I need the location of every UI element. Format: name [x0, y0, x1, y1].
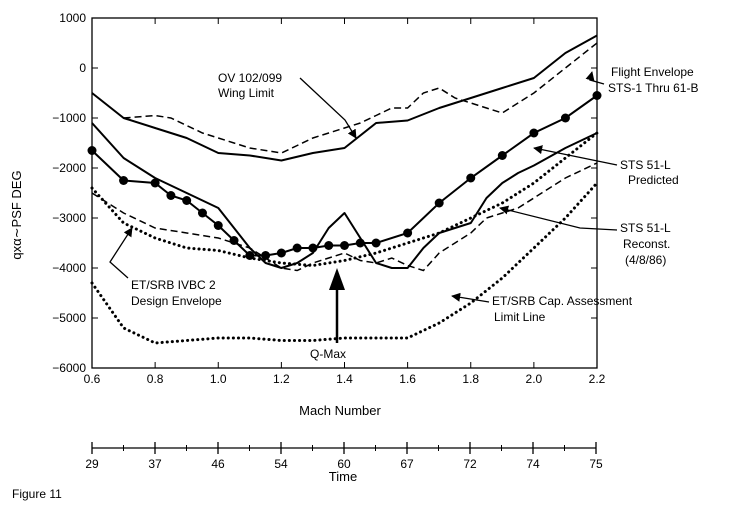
time-tick-label: 29 [85, 457, 99, 471]
annotation-predicted-2: Predicted [628, 173, 679, 187]
data-point [197, 208, 207, 218]
x-axis-label: Mach Number [299, 403, 381, 418]
time-tick-label: 46 [211, 457, 225, 471]
annotation-flight-envelope-1: Flight Envelope [611, 65, 694, 79]
data-point [229, 236, 239, 245]
x-tick-label: 1.6 [399, 372, 416, 386]
arrow-cap-assessment [451, 292, 490, 303]
annotation-reconst-2: Reconst. [623, 237, 670, 251]
arrow-wing-limit [299, 77, 357, 139]
x-tick-label: 2.0 [526, 372, 543, 386]
data-point [150, 178, 160, 188]
annotation-cap-assessment-2: Limit Line [494, 310, 546, 324]
annotation-predicted-1: STS 51-L [620, 158, 671, 172]
data-point [292, 243, 302, 253]
data-point [87, 146, 97, 155]
time-tick-label: 74 [526, 457, 540, 471]
arrow-q-max-head [329, 268, 345, 290]
series-line-1 [91, 34, 598, 162]
data-point [434, 198, 444, 208]
annotation-q-max: Q-Max [310, 347, 346, 361]
arrow-flight-envelope [585, 71, 605, 85]
y-tick-label: −2000 [52, 161, 86, 175]
annotation-flight-envelope-2: STS-1 Thru 61-B [608, 81, 698, 95]
annotation-cap-assessment-1: ET/SRB Cap. Assessment [492, 294, 633, 308]
y-tick-label: 0 [79, 61, 86, 75]
data-point [592, 91, 602, 100]
time-tick-label: 37 [148, 457, 162, 471]
annotation-reconst-3: (4/8/86) [625, 253, 666, 267]
time-tick-label: 67 [400, 457, 414, 471]
annotation-wing-limit-1: OV 102/099 [218, 71, 282, 85]
x-tick-label: 0.8 [147, 372, 164, 386]
time-tick-label: 54 [274, 457, 288, 471]
data-point [245, 251, 255, 260]
data-point [560, 113, 570, 123]
data-point [324, 241, 334, 250]
x-tick-label: 1.4 [336, 372, 353, 386]
data-point [213, 221, 223, 230]
data-point [403, 228, 413, 238]
series-line-4 [91, 162, 598, 272]
y-axis-label: qxα∼PSF DEG [9, 170, 24, 259]
annotation-ivbc-1: ET/SRB IVBC 2 [131, 278, 216, 292]
x-tick-label: 2.2 [589, 372, 606, 386]
data-point [529, 128, 539, 138]
x-tick-label: 1.0 [210, 372, 227, 386]
arrow-ivbc [109, 227, 133, 279]
annotation-wing-limit-2: Wing Limit [218, 86, 275, 100]
x-tick-label: 0.6 [84, 372, 101, 386]
data-point [261, 251, 271, 260]
annotation-ivbc-2: Design Envelope [131, 294, 222, 308]
data-point [182, 196, 192, 205]
series-line-2 [123, 42, 598, 154]
figure-label: Figure 11 [12, 487, 62, 501]
data-point [355, 238, 365, 248]
y-tick-label: −4000 [52, 261, 86, 275]
y-tick-label: −1000 [52, 111, 86, 125]
data-point [340, 241, 349, 250]
data-point [119, 176, 129, 185]
data-point [371, 238, 381, 248]
y-tick-label: −3000 [52, 211, 86, 225]
series-line-6 [90, 131, 599, 268]
x-tick-label: 1.8 [462, 372, 479, 386]
series-line-7 [90, 181, 599, 345]
data-point [497, 151, 507, 160]
arrow-reconst [499, 205, 618, 231]
data-point [466, 173, 476, 183]
x-tick-label: 1.2 [273, 372, 290, 386]
time-tick-label: 60 [337, 457, 351, 471]
y-tick-label: 1000 [59, 11, 86, 25]
series-line-3 [91, 122, 598, 269]
arrow-predicted [533, 145, 618, 166]
time-tick-label: 75 [589, 457, 603, 471]
annotation-reconst-1: STS 51-L [620, 221, 671, 235]
y-tick-label: −5000 [52, 311, 86, 325]
data-point [276, 248, 286, 258]
data-point [308, 243, 318, 253]
y-tick-label: −6000 [52, 361, 86, 375]
time-tick-label: 72 [463, 457, 477, 471]
data-point [166, 191, 176, 200]
time-axis-label: Time [329, 469, 357, 484]
